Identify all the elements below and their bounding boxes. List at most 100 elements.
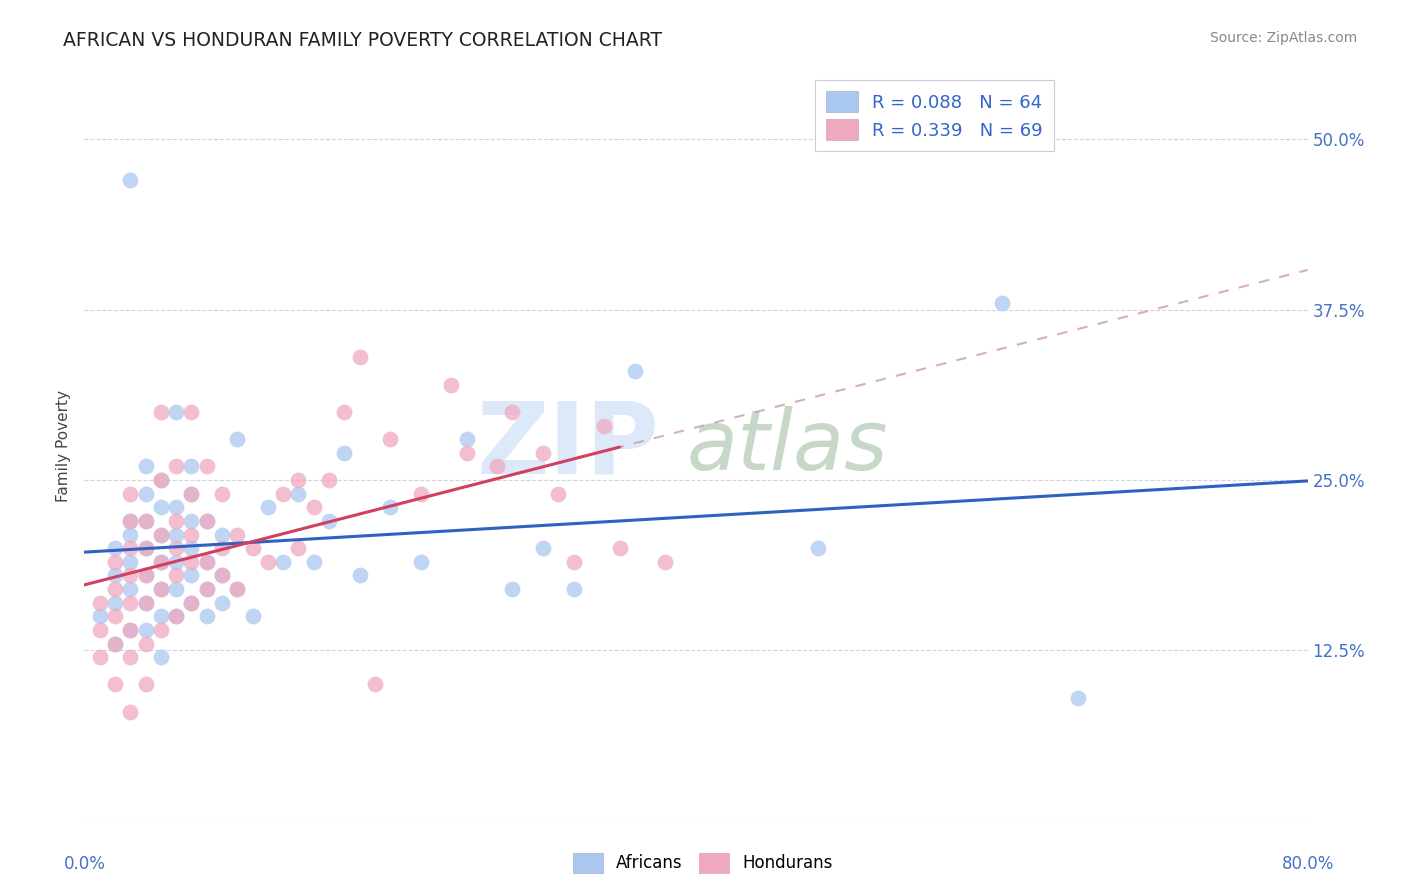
Text: 80.0%: 80.0% xyxy=(1281,855,1334,872)
Point xyxy=(120,486,142,500)
Point xyxy=(135,623,157,637)
Point xyxy=(271,555,294,569)
Point xyxy=(593,418,616,433)
Point xyxy=(333,446,356,460)
Point xyxy=(149,527,172,541)
Point xyxy=(502,405,524,419)
Point xyxy=(211,541,233,556)
Point xyxy=(226,432,249,446)
Legend: Africans, Hondurans: Africans, Hondurans xyxy=(567,847,839,880)
Point xyxy=(991,296,1014,310)
Point xyxy=(165,459,187,474)
Point xyxy=(180,555,202,569)
Legend: R = 0.088   N = 64, R = 0.339   N = 69: R = 0.088 N = 64, R = 0.339 N = 69 xyxy=(814,80,1054,151)
Point xyxy=(165,500,187,515)
Point xyxy=(180,596,202,610)
Point xyxy=(456,446,478,460)
Point xyxy=(104,582,127,596)
Point xyxy=(165,609,187,624)
Point xyxy=(180,527,202,541)
Point xyxy=(409,555,432,569)
Point xyxy=(165,527,187,541)
Point xyxy=(135,568,157,582)
Point xyxy=(149,473,172,487)
Point xyxy=(380,432,402,446)
Point xyxy=(195,555,218,569)
Y-axis label: Family Poverty: Family Poverty xyxy=(56,390,72,502)
Point xyxy=(271,486,294,500)
Point xyxy=(380,500,402,515)
Point xyxy=(149,623,172,637)
Point xyxy=(547,486,569,500)
Point xyxy=(287,486,309,500)
Point xyxy=(195,609,218,624)
Point xyxy=(165,405,187,419)
Point xyxy=(654,555,676,569)
Point xyxy=(195,459,218,474)
Point xyxy=(120,555,142,569)
Point xyxy=(104,609,127,624)
Point xyxy=(104,541,127,556)
Point xyxy=(211,596,233,610)
Point xyxy=(120,623,142,637)
Point xyxy=(349,351,371,365)
Point xyxy=(135,568,157,582)
Point xyxy=(1067,691,1090,706)
Point xyxy=(165,514,187,528)
Point xyxy=(180,568,202,582)
Point xyxy=(120,514,142,528)
Point xyxy=(135,486,157,500)
Point xyxy=(135,459,157,474)
Point xyxy=(180,541,202,556)
Point xyxy=(149,527,172,541)
Point xyxy=(180,459,202,474)
Point xyxy=(89,650,111,665)
Point xyxy=(195,582,218,596)
Text: atlas: atlas xyxy=(688,406,889,486)
Point xyxy=(242,541,264,556)
Point xyxy=(226,527,249,541)
Point xyxy=(211,486,233,500)
Point xyxy=(180,596,202,610)
Point xyxy=(104,555,127,569)
Point xyxy=(104,636,127,650)
Point xyxy=(195,514,218,528)
Point xyxy=(195,582,218,596)
Point xyxy=(165,555,187,569)
Point xyxy=(165,609,187,624)
Point xyxy=(180,514,202,528)
Point xyxy=(120,650,142,665)
Point xyxy=(226,582,249,596)
Point xyxy=(502,582,524,596)
Point xyxy=(287,541,309,556)
Point xyxy=(456,432,478,446)
Point xyxy=(165,541,187,556)
Point xyxy=(257,555,280,569)
Point xyxy=(257,500,280,515)
Point xyxy=(149,500,172,515)
Point xyxy=(195,555,218,569)
Point xyxy=(807,541,830,556)
Point xyxy=(149,473,172,487)
Point xyxy=(211,568,233,582)
Point xyxy=(609,541,631,556)
Point xyxy=(302,555,325,569)
Point xyxy=(120,527,142,541)
Point xyxy=(486,459,509,474)
Point xyxy=(211,568,233,582)
Point xyxy=(89,623,111,637)
Text: 0.0%: 0.0% xyxy=(63,855,105,872)
Text: Source: ZipAtlas.com: Source: ZipAtlas.com xyxy=(1209,31,1357,45)
Point xyxy=(349,568,371,582)
Text: ZIP: ZIP xyxy=(477,398,659,494)
Point xyxy=(135,514,157,528)
Point xyxy=(135,514,157,528)
Point xyxy=(104,677,127,691)
Point xyxy=(135,541,157,556)
Point xyxy=(165,568,187,582)
Point xyxy=(135,636,157,650)
Point xyxy=(531,541,554,556)
Point xyxy=(149,582,172,596)
Point xyxy=(104,568,127,582)
Point xyxy=(135,677,157,691)
